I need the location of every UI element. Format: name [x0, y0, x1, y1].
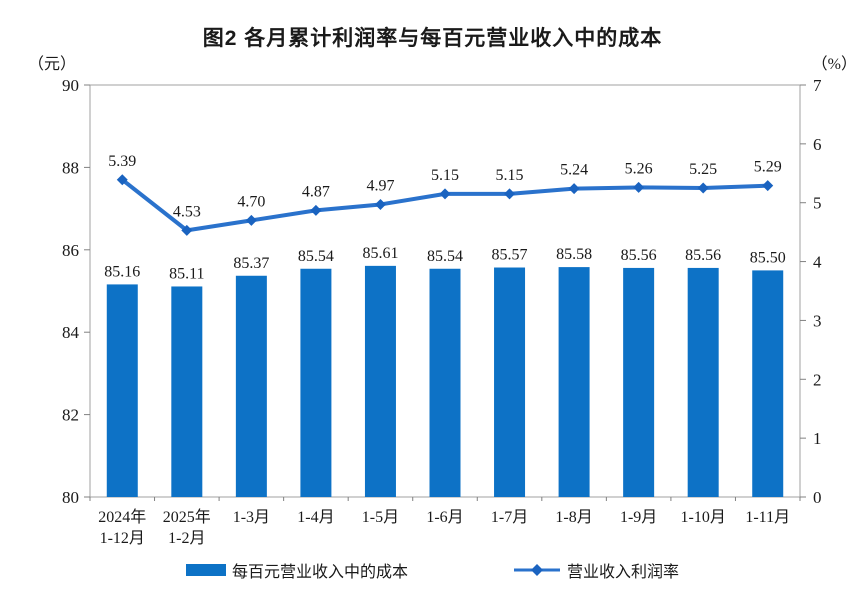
y-right-tick-label: 0: [813, 488, 822, 507]
x-category-label: 1-2月: [168, 530, 205, 547]
x-category-label: 2025年: [163, 508, 211, 526]
cost-bar: [558, 267, 590, 497]
line-marker-diamond-icon: [568, 183, 580, 195]
legend-label-profit-rate: 营业收入利润率: [567, 564, 680, 581]
y-right-tick-label: 5: [813, 194, 822, 213]
cost-bar: [106, 284, 138, 497]
y-right-tick-label: 4: [813, 253, 822, 272]
y-right-tick-label: 1: [813, 429, 822, 448]
line-marker-diamond-icon: [762, 180, 774, 192]
line-value-label: 5.29: [754, 159, 782, 176]
y-left-tick-label: 88: [62, 158, 79, 177]
cost-bar: [752, 270, 784, 497]
bar-value-label: 85.37: [233, 255, 269, 272]
legend-label-cost: 每百元营业收入中的成本: [231, 564, 408, 581]
line-marker-diamond-icon: [245, 214, 257, 226]
cost-bar: [235, 275, 267, 497]
y-right-tick-label: 2: [813, 370, 822, 389]
x-category-label: 1-8月: [555, 509, 592, 526]
cost-bar: [687, 267, 719, 497]
line-value-label: 4.70: [237, 193, 265, 210]
line-marker-diamond-icon: [439, 188, 451, 200]
legend: 每百元营业收入中的成本 营业收入利润率: [0, 558, 865, 582]
x-category-label: 1-5月: [362, 509, 399, 526]
x-category-label: 1-12月: [100, 530, 145, 547]
x-category-label: 1-6月: [426, 509, 463, 526]
bar-value-label: 85.56: [685, 247, 721, 264]
cost-bar: [364, 265, 396, 497]
y-left-tick-label: 82: [62, 406, 79, 425]
cost-bar: [171, 286, 203, 497]
right-axis-unit-label: （%）: [811, 56, 857, 73]
line-value-label: 5.26: [625, 160, 653, 177]
x-category-label: 1-4月: [297, 509, 334, 526]
cost-bar: [494, 267, 526, 497]
cost-bar: [429, 268, 461, 497]
bar-value-label: 85.56: [621, 247, 657, 264]
y-right-tick-label: 7: [813, 76, 822, 95]
line-value-label: 5.15: [431, 167, 459, 184]
bar-series-swatch-icon: [185, 564, 226, 576]
x-category-label: 1-10月: [681, 509, 726, 526]
x-category-label: 1-9月: [620, 509, 657, 526]
line-marker-diamond-icon: [181, 224, 193, 236]
bar-value-label: 85.54: [298, 248, 334, 265]
line-value-label: 4.97: [366, 177, 394, 194]
line-value-label: 5.24: [560, 162, 588, 179]
left-axis-unit-label: （元）: [28, 56, 77, 73]
y-right-tick-label: 3: [813, 311, 822, 330]
bar-value-label: 85.57: [492, 247, 528, 264]
x-category-label: 1-11月: [745, 509, 790, 526]
y-left-tick-label: 90: [62, 76, 79, 95]
bar-value-label: 85.61: [362, 245, 398, 262]
y-left-tick-label: 86: [62, 241, 79, 260]
line-marker-diamond-icon: [633, 181, 645, 193]
line-marker-diamond-icon: [504, 188, 516, 200]
cost-bar: [300, 268, 332, 497]
line-value-label: 5.39: [108, 153, 136, 170]
line-marker-diamond-icon: [116, 174, 128, 186]
cost-bar: [623, 267, 655, 497]
x-category-label: 2024年: [98, 508, 146, 526]
line-value-label: 5.25: [689, 161, 717, 178]
line-series-swatch-icon: [514, 564, 560, 576]
y-right-tick-label: 6: [813, 135, 822, 154]
line-marker-diamond-icon: [310, 204, 322, 216]
bar-value-label: 85.54: [427, 248, 463, 265]
legend-item-cost: 每百元营业收入中的成本: [185, 558, 408, 582]
line-marker-diamond-icon: [697, 182, 709, 194]
x-category-label: 1-7月: [491, 509, 528, 526]
line-value-label: 5.15: [496, 167, 524, 184]
bar-value-label: 85.50: [750, 249, 786, 266]
y-left-tick-label: 80: [62, 488, 79, 507]
bar-value-label: 85.58: [556, 246, 592, 263]
line-value-label: 4.53: [173, 203, 201, 220]
bar-value-label: 85.16: [104, 263, 140, 280]
bar-value-label: 85.11: [169, 265, 204, 282]
legend-item-profit-rate: 营业收入利润率: [513, 558, 679, 582]
line-value-label: 4.87: [302, 183, 330, 200]
chart-title: 图2 各月累计利润率与每百元营业收入中的成本: [202, 27, 663, 50]
line-marker-diamond-icon: [374, 198, 386, 210]
profit-rate-line: [120, 177, 770, 233]
x-category-label: 1-3月: [233, 509, 270, 526]
y-left-tick-label: 84: [62, 323, 80, 342]
